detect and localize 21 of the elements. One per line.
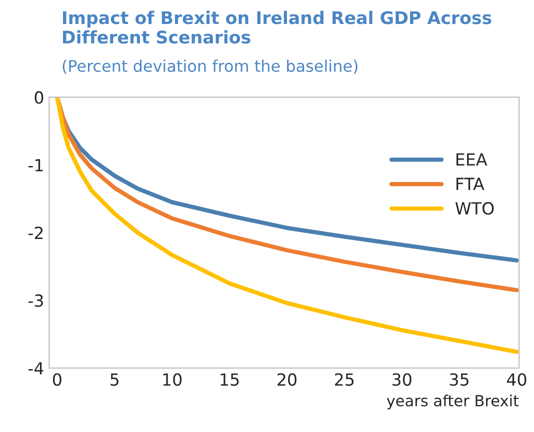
x-tick-label: 0 xyxy=(52,373,62,386)
legend-label: EEA xyxy=(456,153,488,166)
y-tick-label: 0 xyxy=(34,91,44,104)
chart-title: Impact of Brexit on Ireland Real GDP Across Different Scenarios xyxy=(63,10,492,44)
legend-label: WTO xyxy=(455,202,494,215)
x-tick-label: 10 xyxy=(163,373,182,386)
x-tick-label: 30 xyxy=(392,373,412,386)
x-tick-label: 25 xyxy=(335,373,354,386)
x-tick-label: 35 xyxy=(450,373,468,386)
legend-label: FTA xyxy=(456,178,484,190)
x-tick-label: 15 xyxy=(220,373,239,386)
x-axis-title: years after Brexit xyxy=(386,394,519,410)
x-tick-label: 40 xyxy=(506,373,526,386)
y-tick-label: -1 xyxy=(28,159,43,172)
y-tick-label: -3 xyxy=(28,294,43,307)
y-tick-label: -2 xyxy=(28,226,43,239)
x-tick-label: 5 xyxy=(110,373,118,386)
chart-subtitle: (Percent deviation from the baseline) xyxy=(62,60,358,74)
x-tick-label: 20 xyxy=(278,373,296,386)
line-series xyxy=(55,97,519,354)
y-tick-label: -4 xyxy=(28,362,44,374)
